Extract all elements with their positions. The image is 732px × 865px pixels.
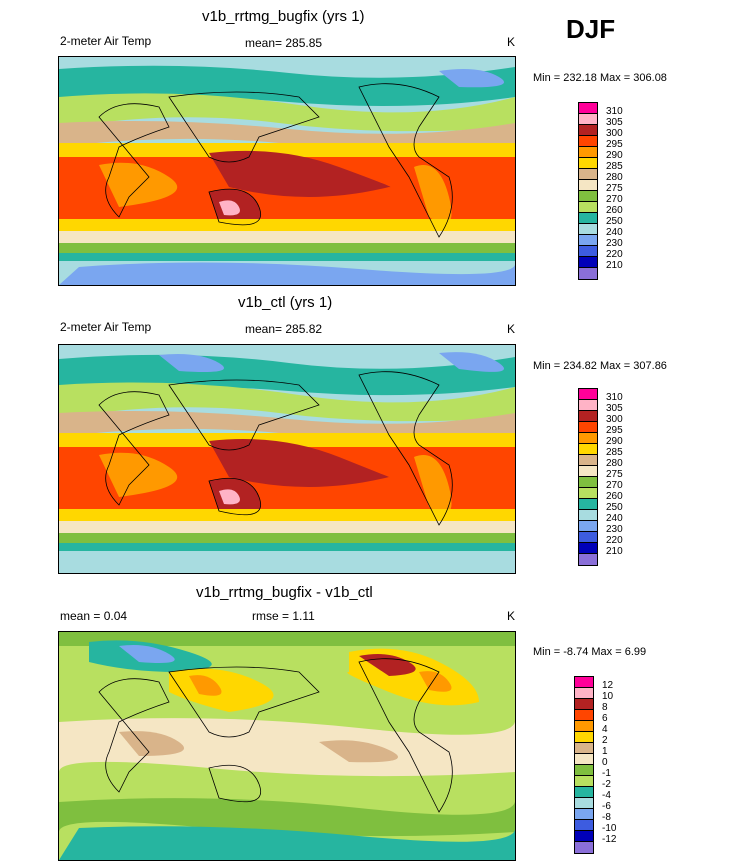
panel3-rmse: rmse = 1.11	[252, 609, 315, 623]
panel3-legend-label: 1	[602, 746, 608, 757]
panel2-legend-label: 280	[606, 458, 623, 469]
panel3-map-graphic	[59, 632, 515, 860]
panel1-variable-label: 2-meter Air Temp	[60, 34, 152, 48]
panel2-legend: 310 305 300 295 290 285 280 275 270 260 …	[578, 388, 638, 568]
panel1-mean: mean= 285.85	[245, 36, 323, 50]
panel2-mean: mean= 285.82	[245, 322, 323, 336]
panel2-map	[58, 344, 516, 574]
panel3-legend-label: -2	[602, 779, 611, 790]
panel1-legend-label: 250	[606, 216, 623, 227]
panel3-title: v1b_rrtmg_bugfix - v1b_ctl	[196, 584, 373, 601]
panel2-legend-label: 270	[606, 480, 623, 491]
panel1-legend-label: 310	[606, 106, 623, 117]
panel2-legend-label: 295	[606, 425, 623, 436]
panel1-title: v1b_rrtmg_bugfix (yrs 1)	[202, 8, 365, 25]
panel1-minmax: Min = 232.18 Max = 306.08	[533, 72, 667, 84]
panel3-unit: K	[507, 609, 516, 623]
panel3-legend-label: -12	[602, 834, 617, 845]
panel3-legend-label: 2	[602, 735, 608, 746]
panel3-legend-label: 10	[602, 691, 614, 702]
panel2-unit: K	[507, 322, 516, 336]
panel3-legend-label: -1	[602, 768, 611, 779]
panel1-legend-label: 240	[606, 227, 623, 238]
panel1-legend-label: 295	[606, 139, 623, 150]
panel1-legend-label: 230	[606, 238, 623, 249]
panel1-legend-label: 290	[606, 150, 623, 161]
panel2-title: v1b_ctl (yrs 1)	[238, 294, 333, 311]
panel3-legend-label: 6	[602, 713, 608, 724]
panel3-legend-label: 4	[602, 724, 608, 735]
panel3-minmax: Min = -8.74 Max = 6.99	[533, 646, 647, 658]
panel1-legend-label: 285	[606, 161, 623, 172]
panel2-map-graphic	[59, 345, 515, 573]
panel3-legend-label: -8	[602, 812, 611, 823]
panel2-variable-label: 2-meter Air Temp	[60, 320, 152, 334]
panel3-legend-label: -10	[602, 823, 617, 834]
panel2-legend-label: 260	[606, 491, 623, 502]
panel1-unit: K	[507, 35, 516, 49]
panel3-legend-label: 12	[602, 680, 614, 691]
panel3-legend-label: -4	[602, 790, 611, 801]
panel3-legend: 12 10 8 6 4 2 1 0 -1 -2 -4 -6 -8 -10 -12	[574, 676, 634, 856]
panel1-legend-swatch	[578, 267, 598, 280]
panel1-map-graphic	[59, 57, 515, 285]
panel1-map	[58, 56, 516, 286]
panel3-mean: mean = 0.04	[60, 609, 128, 623]
panel2-minmax: Min = 234.82 Max = 307.86	[533, 360, 667, 372]
panel2-legend-label: 285	[606, 447, 623, 458]
panel2-legend-label: 210	[606, 546, 623, 557]
panel1-legend-label: 280	[606, 172, 623, 183]
panel1-legend-label: 305	[606, 117, 623, 128]
panel1-legend-label: 260	[606, 205, 623, 216]
panel3-legend-label: 8	[602, 702, 608, 713]
panel1-legend-label: 210	[606, 260, 623, 271]
panel3-legend-label: -6	[602, 801, 611, 812]
panel1-legend-label: 270	[606, 194, 623, 205]
panel3-legend-swatch	[574, 841, 594, 854]
panel2-legend-label: 275	[606, 469, 623, 480]
panel1-legend-label: 220	[606, 249, 623, 260]
panel2-legend-label: 290	[606, 436, 623, 447]
panel2-legend-label: 305	[606, 403, 623, 414]
panel3-map	[58, 631, 516, 861]
season-label: DJF	[566, 14, 616, 44]
panel1-legend-label: 275	[606, 183, 623, 194]
panel2-legend-label: 250	[606, 502, 623, 513]
panel2-legend-label: 220	[606, 535, 623, 546]
panel2-legend-label: 240	[606, 513, 623, 524]
panel2-legend-label: 310	[606, 392, 623, 403]
panel2-legend-label: 230	[606, 524, 623, 535]
panel1-legend-label: 300	[606, 128, 623, 139]
panel3-legend-label: 0	[602, 757, 608, 768]
panel2-legend-label: 300	[606, 414, 623, 425]
panel1-legend: 310 305 300 295 290 285 280 275 270 260 …	[578, 102, 638, 282]
panel2-legend-swatch	[578, 553, 598, 566]
